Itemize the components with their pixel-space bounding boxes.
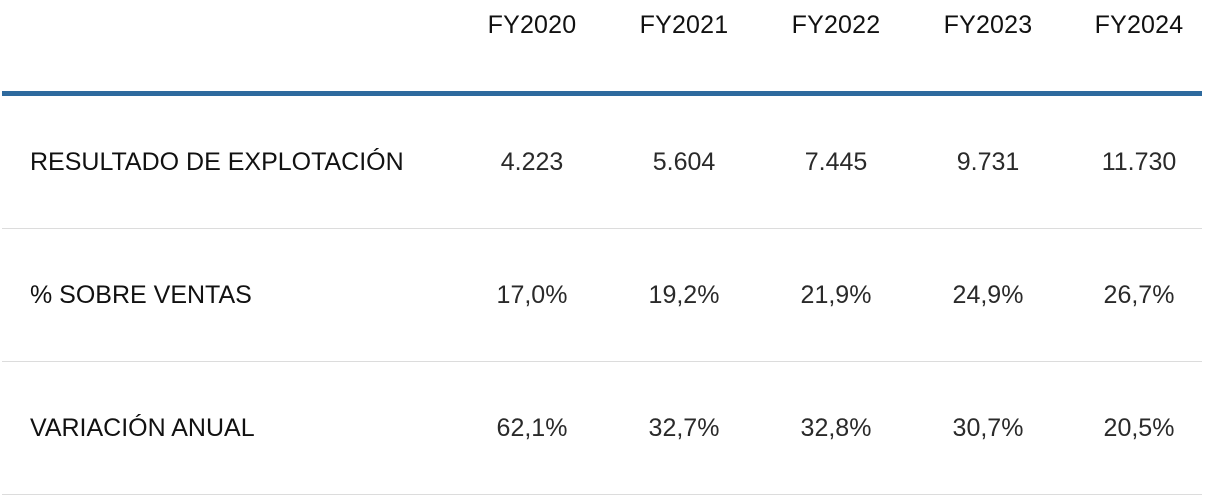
table-cell: 20,5% — [1103, 414, 1175, 442]
table-cell: 24,9% — [952, 281, 1024, 309]
table-cell: 4.223 — [500, 148, 564, 176]
row-label: VARIACIÓN ANUAL — [30, 414, 255, 442]
table-cell: 62,1% — [496, 414, 568, 442]
column-header-fy2020: FY2020 — [487, 11, 577, 39]
table-row-sobre-ventas: % SOBRE VENTAS 17,0% 19,2% 21,9% 24,9% 2… — [2, 229, 1202, 362]
table-header: FY2020 FY2021 FY2022 FY2023 FY2024 — [2, 0, 1202, 96]
table-cell: 17,0% — [496, 281, 568, 309]
table-cell: 9.731 — [956, 148, 1020, 176]
column-header-fy2022: FY2022 — [791, 11, 881, 39]
column-header-fy2024: FY2024 — [1094, 11, 1184, 39]
table-cell: 30,7% — [952, 414, 1024, 442]
table-row-resultado-explotacion: RESULTADO DE EXPLOTACIÓN 4.223 5.604 7.4… — [2, 96, 1202, 229]
table-cell: 19,2% — [648, 281, 720, 309]
column-header-fy2023: FY2023 — [943, 11, 1033, 39]
table-cell: 32,8% — [800, 414, 872, 442]
table-cell: 11.730 — [1101, 148, 1177, 176]
row-label: % SOBRE VENTAS — [30, 281, 252, 309]
table-cell: 21,9% — [800, 281, 872, 309]
table-cell: 26,7% — [1103, 281, 1175, 309]
table-cell: 7.445 — [804, 148, 868, 176]
table-cell: 32,7% — [648, 414, 720, 442]
table-row-variacion-anual: VARIACIÓN ANUAL 62,1% 32,7% 32,8% 30,7% … — [2, 362, 1202, 495]
column-header-fy2021: FY2021 — [639, 11, 729, 39]
row-label: RESULTADO DE EXPLOTACIÓN — [30, 148, 404, 176]
table-cell: 5.604 — [652, 148, 716, 176]
